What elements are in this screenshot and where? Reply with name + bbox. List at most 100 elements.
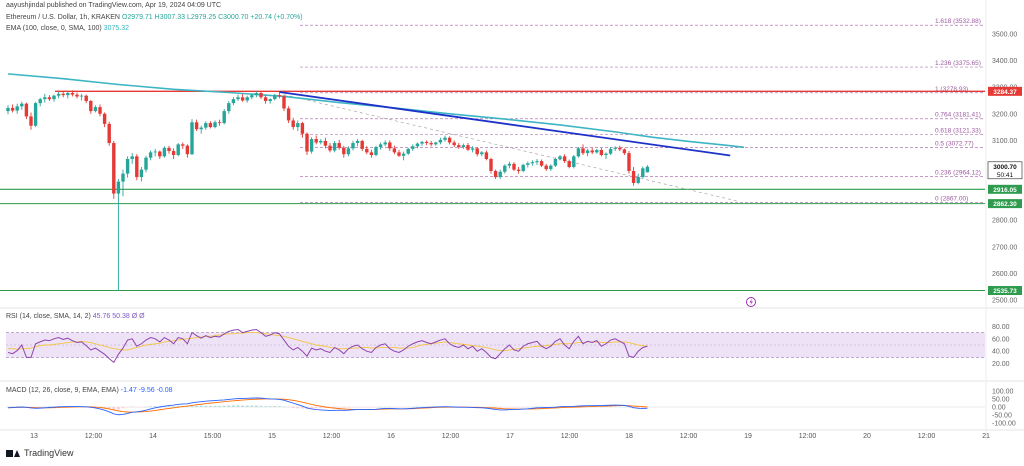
- candle-body: [296, 123, 300, 128]
- price-tag-last: [987, 161, 1023, 180]
- candle-body: [199, 127, 203, 130]
- macd-hist-bar: [213, 405, 217, 407]
- candle-body: [369, 152, 374, 156]
- candle-body: [102, 113, 107, 124]
- time-tick-label: 15: [268, 433, 276, 440]
- candle-body: [631, 170, 636, 183]
- candle-body: [429, 143, 433, 145]
- candle-body: [309, 139, 314, 152]
- candle-body: [613, 147, 617, 149]
- candle-body: [452, 142, 456, 146]
- candle-body: [544, 165, 548, 170]
- candle-body: [300, 123, 305, 134]
- candle-body: [314, 139, 318, 143]
- candle-body: [144, 157, 148, 170]
- candle-body: [98, 107, 102, 114]
- candle-body: [397, 152, 401, 156]
- price-tick-label: 3200.00: [992, 111, 1017, 118]
- macd-hist-bar: [374, 407, 378, 408]
- candle-body: [305, 133, 309, 152]
- macd-signal-line: [8, 398, 648, 413]
- candle-body: [286, 108, 291, 121]
- macd-tick-label: -100.00: [992, 421, 1016, 428]
- candle-body: [84, 95, 88, 102]
- time-tick-label: 15:00: [204, 433, 222, 440]
- candle-body: [38, 99, 42, 104]
- candle-body: [489, 159, 493, 171]
- fib-level-label: 1 (3278.93): [935, 86, 968, 93]
- macd-hist-bar: [636, 407, 640, 409]
- rsi-tick-label: 80.00: [992, 324, 1010, 331]
- footer-brand[interactable]: TradingView: [6, 448, 74, 458]
- candle-body: [530, 162, 535, 164]
- candle-body: [250, 95, 254, 98]
- macd-hist-bar: [43, 406, 47, 408]
- candle-body: [572, 156, 576, 167]
- macd-title[interactable]: MACD (12, 26, close, 9, EMA, EMA): [6, 387, 119, 394]
- candle-body: [567, 161, 571, 167]
- candle-body: [585, 150, 590, 154]
- time-tick-label: 16: [387, 433, 395, 440]
- macd-hist-bar: [126, 407, 129, 408]
- macd-hist-bar: [406, 407, 410, 408]
- candle-body: [351, 143, 355, 149]
- macd-hist-bar: [314, 407, 318, 409]
- candle-body: [595, 149, 599, 153]
- candle-body: [434, 142, 438, 145]
- macd-hist-bar: [52, 406, 56, 407]
- candle-body: [171, 151, 176, 156]
- rsi-ma-line: [8, 332, 648, 352]
- candle-body: [70, 93, 75, 95]
- trendline: [279, 91, 731, 157]
- macd-tick-label: -50.00: [992, 413, 1012, 420]
- macd-hist-bar: [204, 405, 208, 407]
- ema-title[interactable]: EMA (100, close, 0, SMA, 100): [6, 25, 102, 32]
- macd-hist-bar: [347, 407, 350, 408]
- symbol-title[interactable]: Ethereum / U.S. Dollar, 1h, KRAKEN: [6, 14, 120, 21]
- candle-body: [135, 156, 139, 178]
- candle-body: [125, 159, 130, 174]
- candle-body: [43, 97, 47, 100]
- candle-body: [162, 147, 167, 157]
- rsi-tick-label: 60.00: [992, 336, 1010, 343]
- macd-hist-bar: [153, 406, 157, 407]
- macd-hist-bar: [121, 407, 125, 409]
- fib-level-label: 1.236 (3375.65): [935, 60, 981, 67]
- price-tick-label: 2800.00: [992, 218, 1017, 225]
- footer-brand-label: TradingView: [24, 448, 74, 458]
- macd-tick-label: 50.00: [992, 396, 1010, 403]
- candle-body: [493, 170, 498, 178]
- macd-hist-bar: [600, 406, 603, 408]
- macd-hist-bar: [397, 407, 401, 408]
- candle-body: [498, 171, 502, 178]
- macd-hist-bar: [508, 407, 511, 408]
- candle-body: [259, 93, 263, 98]
- fib-level-label: 0.764 (3181.41): [935, 112, 981, 119]
- candle-body: [66, 93, 70, 96]
- candle-body: [20, 103, 24, 107]
- candle-body: [107, 123, 111, 144]
- candle-body: [61, 93, 65, 96]
- macd-hist-bar: [296, 407, 300, 409]
- candle-body: [153, 151, 157, 153]
- ohlc-values: O2979.71 H3007.33 L2979.25 C3000.70 +20.…: [121, 14, 303, 21]
- macd-hist-bar: [365, 407, 369, 408]
- macd-hist-bar: [609, 406, 612, 408]
- macd-hist-bar: [149, 406, 152, 407]
- candle-body: [93, 107, 98, 112]
- macd-hist-bar: [623, 406, 626, 408]
- candle-body: [6, 107, 10, 112]
- macd-hist-bar: [232, 405, 235, 407]
- macd-line: [7, 397, 648, 416]
- candle-body: [470, 148, 475, 150]
- candle-body: [401, 153, 406, 156]
- candle-body: [79, 95, 84, 97]
- candle-body: [240, 97, 245, 101]
- macd-legend: MACD (12, 26, close, 9, EMA, EMA) -1.47 …: [6, 387, 173, 394]
- macd-tick-label: 100.00: [992, 388, 1014, 395]
- macd-hist-bar: [333, 407, 336, 408]
- rsi-title[interactable]: RSI (14, close, SMA, 14, 2): [6, 313, 91, 320]
